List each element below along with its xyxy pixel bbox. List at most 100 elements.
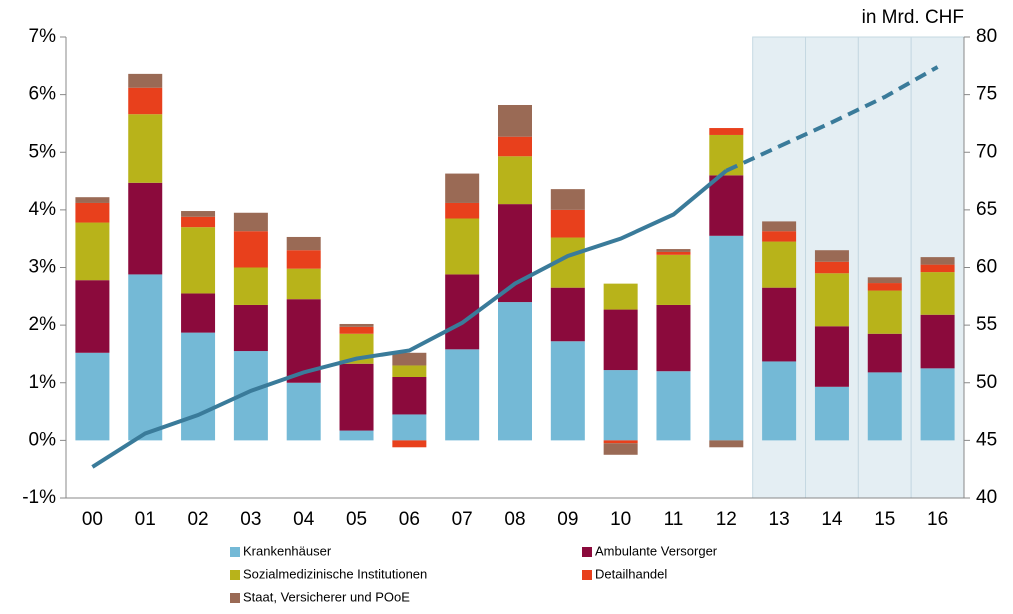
bar-segment — [920, 314, 955, 369]
bar-segment — [498, 136, 532, 157]
bar-segment — [867, 372, 902, 441]
bar-segment — [656, 304, 691, 372]
bar-segment — [762, 241, 797, 288]
y-tick-label: 5% — [29, 141, 57, 162]
bar-segment — [392, 352, 427, 366]
bar-segment — [339, 323, 374, 327]
bar-segment — [286, 382, 321, 441]
bar-segment — [814, 326, 849, 387]
legend-swatch — [582, 570, 592, 580]
y-tick-label: -1% — [22, 487, 56, 508]
bar-segment — [656, 254, 691, 305]
x-tick-label: 04 — [293, 509, 315, 530]
bar-segment — [550, 189, 585, 210]
bar-segment — [762, 287, 797, 362]
bar-segment — [75, 202, 110, 223]
x-tick-label: 10 — [610, 509, 631, 530]
bar-segment — [128, 114, 163, 183]
bar-segment — [392, 440, 427, 448]
bar-segment — [814, 261, 849, 274]
bar-segment — [498, 204, 532, 303]
bar-segment — [709, 440, 744, 448]
legend-label: Staat, Versicherer und POoE — [243, 589, 410, 604]
x-tick-label: 13 — [769, 509, 790, 530]
y2-tick-label: 75 — [976, 84, 997, 105]
bar-segment — [128, 182, 163, 275]
bar-segment — [762, 361, 797, 441]
legend-label: Ambulante Versorger — [595, 543, 718, 558]
x-tick-label: 14 — [821, 509, 843, 530]
bar-segment — [603, 443, 638, 455]
line — [91, 169, 728, 469]
x-tick-label: 12 — [716, 509, 737, 530]
x-tick-label: 00 — [82, 509, 103, 530]
bar-segment — [445, 202, 480, 219]
bar-segment — [181, 227, 216, 294]
bar-segment — [814, 273, 849, 327]
bar-segment — [920, 272, 955, 315]
y-tick-label: 0% — [29, 429, 57, 450]
bar-segment — [128, 87, 163, 115]
bar-segment — [392, 376, 427, 415]
bar-segment — [445, 349, 480, 441]
bar-segment — [867, 290, 902, 334]
bar-segment — [709, 128, 744, 135]
bar-segment — [392, 414, 427, 441]
bar-segment — [603, 309, 638, 371]
legend-label: Sozialmedizinische Institutionen — [243, 566, 427, 581]
legend-swatch — [230, 547, 240, 557]
bar-segment — [603, 283, 638, 310]
line-forecast — [778, 65, 939, 149]
bar-segment — [867, 333, 902, 373]
x-tick-label: 07 — [452, 509, 473, 530]
bar-segment — [498, 302, 532, 441]
x-tick-label: 05 — [346, 509, 367, 530]
x-tick-label: 02 — [187, 509, 208, 530]
bar-segment — [656, 251, 691, 255]
bar-segment — [339, 363, 374, 431]
bar-segment — [550, 341, 585, 441]
bar-segment — [233, 231, 268, 268]
bar-segment — [233, 212, 268, 232]
y2-tick-label: 50 — [976, 372, 997, 393]
x-tick-label: 01 — [135, 509, 156, 530]
y2-tick-label: 65 — [976, 199, 997, 220]
x-tick-label: 11 — [664, 509, 684, 530]
y2-tick-label: 45 — [976, 429, 997, 450]
legend-swatch — [230, 570, 240, 580]
bar-segment — [286, 268, 321, 300]
bar-segment — [445, 218, 480, 275]
y-tick-label: 2% — [29, 314, 57, 335]
bar-segment — [709, 175, 744, 236]
bar-segment — [233, 267, 268, 305]
y-tick-label: 1% — [29, 372, 57, 393]
x-tick-label: 09 — [557, 509, 578, 530]
bar-segment — [814, 250, 849, 262]
bar-segment — [75, 222, 110, 281]
bar-segment — [762, 231, 797, 242]
bar-segment — [867, 277, 902, 284]
bar-segment — [75, 352, 110, 441]
bar-segment — [181, 211, 216, 217]
y-tick-label: 6% — [29, 84, 57, 105]
bar-segment — [709, 235, 744, 441]
forecast-shade — [857, 36, 912, 499]
bar-segment — [656, 371, 691, 441]
bar-segment — [233, 304, 268, 352]
x-tick-label: 06 — [399, 509, 420, 530]
bar-segment — [920, 368, 955, 441]
bar-segment — [550, 209, 585, 238]
bar-segment — [603, 440, 638, 444]
bar-segment — [762, 221, 797, 232]
legend-label: Krankenhäuser — [243, 543, 332, 558]
y2-tick-label: 80 — [976, 26, 997, 47]
bar-segment — [603, 370, 638, 441]
bar-segment — [75, 197, 110, 203]
y2-tick-label: 40 — [976, 487, 997, 508]
bar-segment — [920, 264, 955, 273]
bar-segment — [920, 257, 955, 265]
y2-tick-label: 70 — [976, 141, 997, 162]
y-tick-label: 4% — [29, 199, 57, 220]
bar-segment — [181, 293, 216, 333]
